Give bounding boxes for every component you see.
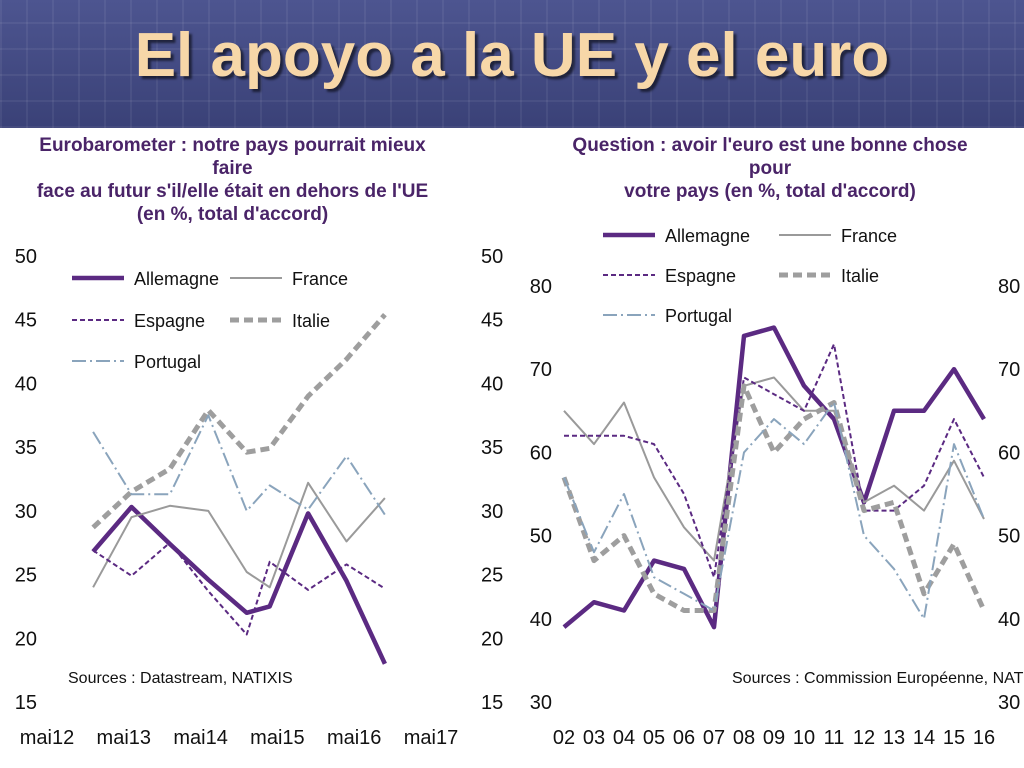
- x-tick-label: 15: [943, 727, 965, 749]
- legend-label-italie: Italie: [841, 266, 879, 286]
- y-tick-label-right: 50: [998, 526, 1020, 548]
- x-tick-label: 05: [643, 727, 665, 749]
- y-tick-label-left: 45: [15, 310, 37, 332]
- y-tick-label-left: 50: [15, 246, 37, 268]
- x-tick-label: mai15: [250, 727, 304, 749]
- series-line-espagne: [564, 343, 985, 579]
- y-tick-label-left: 40: [15, 373, 37, 395]
- source-note: Sources : Commission Européenne, NATIXIS: [732, 670, 1024, 687]
- legend-label-portugal: Portugal: [665, 306, 732, 326]
- series-line-allemagne: [91, 504, 387, 665]
- header-band: [0, 0, 1024, 128]
- slide-title: El apoyo a la UE y el euro: [134, 21, 890, 90]
- y-tick-label-left: 50: [530, 526, 552, 548]
- series-line-portugal: [92, 414, 386, 516]
- x-tick-label: 06: [673, 727, 695, 749]
- x-tick-label: 03: [583, 727, 605, 749]
- y-tick-label-right: 30: [481, 501, 503, 523]
- y-tick-label-right: 25: [481, 565, 503, 587]
- y-tick-label-right: 20: [481, 628, 503, 650]
- x-tick-label: mai12: [20, 727, 74, 749]
- y-tick-label-left: 20: [15, 628, 37, 650]
- series-line-italie: [561, 383, 987, 613]
- y-tick-label-left: 30: [530, 692, 552, 714]
- right-title-line-1: Question : avoir l'euro est une bonne ch…: [572, 135, 968, 179]
- series-line-espagne: [92, 541, 386, 636]
- legend-label-portugal: Portugal: [134, 352, 201, 372]
- x-tick-label: 11: [824, 727, 845, 749]
- y-tick-label-left: 35: [15, 437, 37, 459]
- y-tick-label-right: 35: [481, 437, 503, 459]
- legend-label-espagne: Espagne: [665, 266, 736, 286]
- y-tick-label-right: 45: [481, 310, 503, 332]
- series-line-allemagne: [562, 325, 986, 630]
- x-tick-label: 16: [973, 727, 995, 749]
- y-tick-label-left: 15: [15, 692, 37, 714]
- y-tick-label-right: 80: [998, 276, 1020, 298]
- x-tick-label: 14: [913, 727, 935, 749]
- left-chart-title: Eurobarometer : notre pays pourrait mieu…: [30, 134, 435, 226]
- series-line-italie: [91, 312, 387, 530]
- y-tick-label-right: 70: [998, 359, 1020, 381]
- x-tick-label: 13: [883, 727, 905, 749]
- right-chart-title: Question : avoir l'euro est une bonne ch…: [560, 134, 980, 203]
- y-tick-label-right: 50: [481, 246, 503, 268]
- left-title-line-1: Eurobarometer : notre pays pourrait mieu…: [39, 135, 426, 179]
- x-tick-label: 07: [703, 727, 725, 749]
- left-title-line-2: face au futur s'il/elle était en dehors …: [36, 181, 429, 202]
- x-tick-label: 04: [613, 727, 635, 749]
- legend-label-italie: Italie: [292, 311, 330, 331]
- series-line-france: [563, 376, 985, 562]
- y-tick-label-right: 30: [998, 692, 1020, 714]
- legend-label-espagne: Espagne: [134, 311, 205, 331]
- y-tick-label-left: 80: [530, 276, 552, 298]
- left-title-line-3: (en %, total d'accord): [136, 204, 329, 225]
- y-tick-label-right: 60: [998, 442, 1020, 464]
- y-tick-label-right: 40: [998, 609, 1020, 631]
- x-tick-label: mai14: [173, 727, 227, 749]
- x-tick-label: mai16: [327, 727, 381, 749]
- y-tick-label-left: 30: [15, 501, 37, 523]
- x-tick-label: mai17: [404, 727, 458, 749]
- x-tick-label: 02: [553, 727, 575, 749]
- legend-label-allemagne: Allemagne: [665, 226, 750, 246]
- x-tick-label: 10: [793, 727, 815, 749]
- legend-label-allemagne: Allemagne: [134, 269, 219, 289]
- legend-label-france: France: [292, 269, 348, 289]
- y-tick-label-left: 40: [530, 609, 552, 631]
- y-tick-label-left: 60: [530, 442, 552, 464]
- series-line-france: [92, 481, 386, 589]
- y-tick-label-right: 15: [481, 692, 503, 714]
- source-note: Sources : Datastream, NATIXIS: [68, 670, 293, 687]
- x-tick-label: 08: [733, 727, 755, 749]
- x-tick-label: 12: [853, 727, 875, 749]
- legend-label-france: France: [841, 226, 897, 246]
- x-tick-label: 09: [763, 727, 785, 749]
- y-tick-label-left: 70: [530, 359, 552, 381]
- y-tick-label-left: 25: [15, 565, 37, 587]
- x-tick-label: mai13: [97, 727, 151, 749]
- right-title-line-2: votre pays (en %, total d'accord): [624, 181, 916, 202]
- series-line-portugal: [563, 401, 985, 620]
- y-tick-label-right: 40: [481, 373, 503, 395]
